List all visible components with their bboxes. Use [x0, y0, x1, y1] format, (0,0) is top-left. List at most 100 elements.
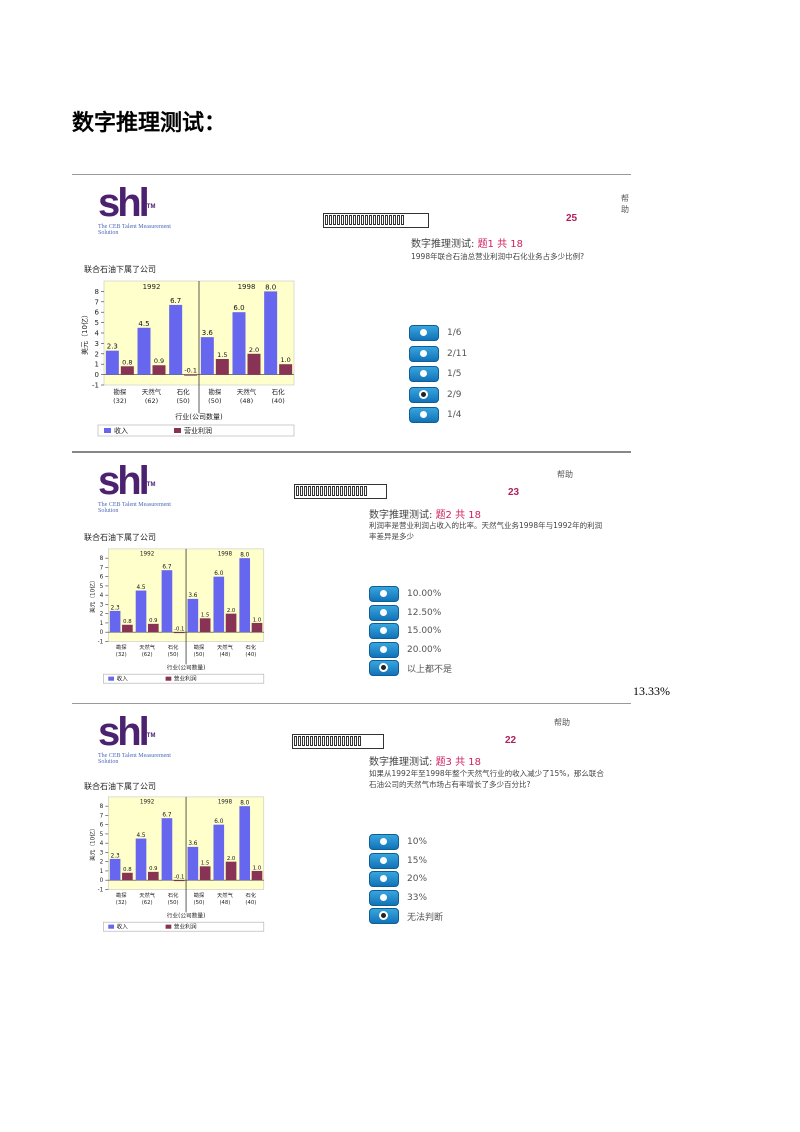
radio-button-icon[interactable] [369, 604, 399, 621]
y-tick-label: 1 [100, 621, 104, 627]
answer-option[interactable]: 1/4 [409, 407, 461, 423]
bar-profit [225, 613, 237, 633]
radio-button-icon[interactable] [409, 407, 439, 423]
answer-option[interactable]: 2/11 [409, 345, 467, 362]
test-panel-1: shlTM The CEB Talent Measurement Solutio… [72, 174, 631, 451]
data-label: 3.6 [188, 841, 197, 847]
category-count-label: (40) [245, 652, 256, 658]
answer-option-label: 以上都不是 [407, 664, 453, 675]
answer-option[interactable]: 15% [369, 852, 427, 869]
y-tick-label: 2 [95, 350, 99, 358]
radio-selected-icon[interactable] [369, 908, 399, 924]
help-link[interactable]: 帮助 [554, 718, 570, 727]
legend-label: 收入 [114, 426, 128, 435]
progress-tick [304, 486, 307, 496]
year-label: 1992 [140, 551, 155, 557]
radio-selected-icon[interactable] [409, 386, 439, 403]
answer-option[interactable]: 以上都不是 [369, 660, 452, 676]
legend-swatch-revenue [108, 924, 115, 929]
progress-tick [318, 736, 321, 746]
data-label: 4.5 [137, 585, 146, 591]
progress-tick [316, 486, 319, 496]
radio-button-icon[interactable] [369, 834, 399, 850]
radio-button-icon[interactable] [369, 889, 399, 906]
y-tick-label: 8 [100, 556, 104, 562]
bar-profit [122, 624, 133, 633]
category-label: 勘探 [116, 891, 127, 899]
y-tick-label: 8 [100, 804, 104, 810]
progress-tick [298, 736, 301, 746]
radio-selected-icon[interactable] [369, 660, 399, 676]
progress-bar [323, 213, 429, 228]
bar-profit [147, 623, 159, 633]
bar-profit [247, 353, 261, 375]
progress-tick [344, 486, 347, 496]
answer-option[interactable]: 20% [369, 871, 427, 887]
progress-tick [337, 215, 340, 225]
help-link[interactable]: 帮助 [621, 194, 629, 214]
progress-tick [310, 736, 313, 746]
data-label: 8.0 [240, 801, 249, 807]
answer-option-label: 无法判断 [407, 912, 444, 923]
answer-option[interactable]: 12.50% [369, 604, 441, 621]
bar-chart: -1012345678美元（10亿）19922.30.8勘探(32)4.50.9… [80, 280, 295, 437]
year-label: 1998 [218, 799, 233, 805]
answer-option[interactable]: 1/5 [409, 366, 461, 382]
answer-option[interactable]: 无法判断 [369, 908, 443, 924]
legend-label: 收入 [116, 923, 128, 931]
progress-tick [346, 736, 349, 746]
data-label: 2.0 [249, 346, 259, 354]
answer-option[interactable]: 1/6 [409, 325, 461, 341]
progress-tick [357, 215, 360, 225]
data-label: 1.0 [253, 617, 262, 623]
bar-profit [147, 871, 159, 881]
question-text: 如果从1992年至1998年整个天然气行业的收入减少了15%，那么联合石油公司的… [369, 769, 604, 789]
test-panel-2: shlTM The CEB Talent Measurement Solutio… [72, 451, 631, 702]
answer-option[interactable]: 15.00% [369, 623, 441, 639]
radio-button-icon[interactable] [369, 641, 399, 658]
category-count-label: (32) [113, 397, 126, 405]
category-count-label: (50) [194, 652, 205, 658]
radio-button-icon[interactable] [369, 852, 399, 869]
data-label: 1.5 [217, 351, 227, 359]
data-label: 2.0 [227, 856, 236, 862]
data-label: 8.0 [240, 553, 249, 559]
answer-option-label: 10% [407, 837, 428, 847]
radio-button-icon[interactable] [409, 366, 439, 382]
document-title: 数字推理测试： [72, 110, 227, 136]
bar-profit [199, 866, 211, 881]
data-label: 6.0 [214, 819, 223, 825]
legend-label: 营业利润 [174, 923, 197, 931]
legend-swatch-profit [174, 428, 181, 433]
x-axis-label: 行业(公司数量) [167, 663, 206, 671]
legend-swatch-profit [165, 924, 172, 929]
answer-option-label: 2/9 [447, 389, 462, 400]
answer-option[interactable]: 2/9 [409, 386, 462, 403]
radio-button-icon[interactable] [369, 586, 399, 602]
radio-button-icon[interactable] [369, 623, 399, 639]
legend [103, 921, 265, 932]
progress-tick [364, 486, 367, 496]
chart-title: 联合石油下属了公司 [84, 533, 156, 542]
progress-tick [353, 215, 356, 225]
answer-option[interactable]: 10% [369, 834, 427, 850]
shl-logo: shlTM The CEB Talent Measurement Solutio… [98, 183, 178, 236]
progress-tick [401, 215, 404, 225]
radio-button-icon[interactable] [409, 345, 439, 362]
help-link[interactable]: 帮助 [557, 470, 573, 479]
answer-option[interactable]: 33% [369, 889, 427, 906]
year-label: 1992 [143, 283, 161, 291]
timer-value: 25 [566, 213, 578, 224]
answer-option[interactable]: 20.00% [369, 641, 441, 658]
progress-tick [350, 736, 353, 746]
answer-option[interactable]: 10.00% [369, 586, 441, 602]
category-count-label: (62) [142, 900, 153, 906]
progress-tick [302, 736, 305, 746]
radio-button-icon[interactable] [369, 871, 399, 887]
progress-tick [340, 486, 343, 496]
radio-button-icon[interactable] [409, 325, 439, 341]
logo-tagline: The CEB Talent Measurement Solution [98, 502, 171, 514]
progress-tick [306, 736, 309, 746]
progress-tick [354, 736, 357, 746]
timer-value: 23 [508, 487, 520, 498]
